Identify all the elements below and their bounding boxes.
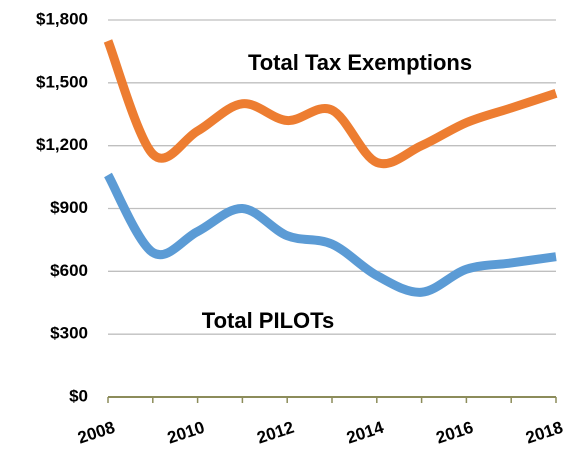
y-tick-label: $0 — [69, 386, 88, 405]
y-tick-label: $600 — [50, 261, 88, 280]
series-label: Total PILOTs — [202, 308, 334, 333]
y-tick-label: $1,800 — [36, 9, 88, 28]
x-tick-label: 2018 — [523, 418, 564, 448]
series-line — [103, 39, 558, 169]
y-tick-label: $900 — [50, 198, 88, 217]
x-tick-label: 2012 — [255, 418, 297, 448]
series-label: Total Tax Exemptions — [248, 50, 472, 75]
plot: $0 $300 $600 $900 $1,200 $1,500 $1,800 2008 2010… — [36, 9, 564, 447]
x-tick-label: 2008 — [75, 418, 117, 448]
y-tick-label: $300 — [50, 324, 88, 343]
y-tick-label: $1,200 — [36, 135, 88, 154]
x-tick-label: 2014 — [344, 418, 386, 448]
x-tick-label: 2010 — [165, 418, 207, 448]
series-line — [104, 172, 557, 297]
y-tick-label: $1,500 — [36, 72, 88, 91]
x-tick-label: 2016 — [434, 418, 476, 448]
